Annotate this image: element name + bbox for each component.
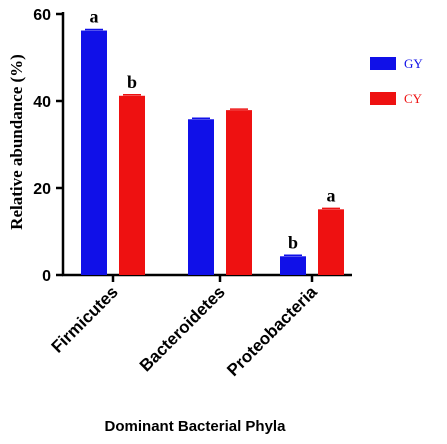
y-tick-label: 20 bbox=[33, 181, 51, 198]
legend-swatch-cy bbox=[370, 92, 396, 105]
legend-label-gy: GY bbox=[404, 56, 423, 71]
bar-cy-proteobacteria bbox=[318, 209, 344, 275]
bar-cy-firmicutes bbox=[119, 95, 145, 275]
significance-letter: a bbox=[90, 7, 99, 27]
bar-gy-firmicutes bbox=[81, 30, 107, 276]
y-tick-label: 60 bbox=[33, 7, 51, 24]
x-tick-label-bacteroidetes: Bacteroidetes bbox=[136, 282, 229, 375]
bars: a b b a bbox=[81, 7, 344, 276]
y-tick-label: 40 bbox=[33, 94, 51, 111]
significance-letter: a bbox=[327, 185, 336, 205]
y-axis-label: Relative abundance (%) bbox=[7, 54, 26, 230]
significance-letter: b bbox=[127, 72, 137, 92]
legend-swatch-gy bbox=[370, 57, 396, 70]
x-tick-label-firmicutes: Firmicutes bbox=[48, 282, 122, 356]
significance-letter: b bbox=[288, 232, 298, 252]
x-tick-label-proteobacteria: Proteobacteria bbox=[223, 282, 321, 380]
bar-gy-bacteroidetes bbox=[188, 119, 214, 276]
bar-gy-proteobacteria bbox=[280, 256, 306, 275]
legend: GY CY bbox=[370, 56, 423, 106]
y-tick-label: 0 bbox=[42, 268, 51, 285]
x-axis-label: Dominant Bacterial Phyla bbox=[105, 418, 287, 435]
bar-cy-bacteroidetes bbox=[226, 110, 252, 275]
legend-label-cy: CY bbox=[404, 91, 423, 106]
